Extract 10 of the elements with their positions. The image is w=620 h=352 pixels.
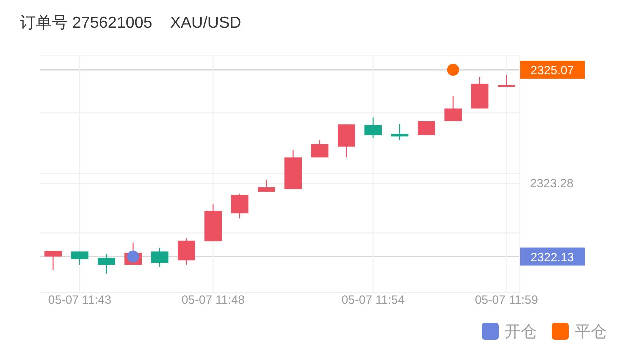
title: 订单号 275621005 XAU/USD [20, 15, 242, 32]
x-tick-label: 05-07 11:59 [475, 293, 538, 307]
y-tick-label: 2322.13 [530, 250, 575, 264]
x-tick-label: 05-07 11:43 [48, 293, 112, 307]
x-tick-label: 05-07 11:54 [342, 293, 405, 307]
legend-label: 平仓 [575, 324, 607, 341]
x-tick-label: 05-07 11:48 [182, 293, 245, 307]
legend-label: 开仓 [505, 324, 537, 341]
y-tick-label: 2325.07 [530, 63, 575, 78]
y-tick-label: 2323.28 [530, 176, 574, 191]
